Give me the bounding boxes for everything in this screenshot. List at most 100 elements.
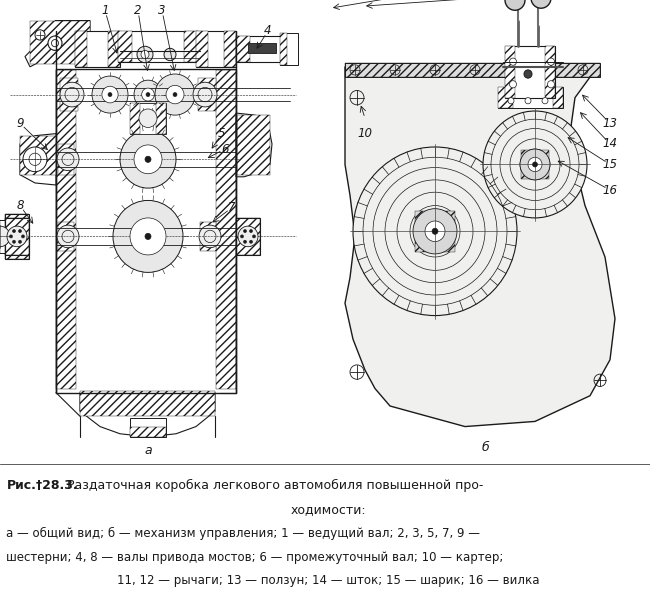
Bar [236,218,260,255]
Bar [184,31,198,62]
Bar [248,43,276,53]
Bar [216,70,236,388]
Polygon shape [20,133,56,185]
Bar [198,78,216,111]
Bar [498,87,563,108]
Circle shape [250,229,252,232]
Circle shape [18,229,21,232]
Bar [237,115,270,175]
Bar [130,426,166,437]
Bar [335,10,635,442]
Bar [58,144,74,175]
Bar [20,136,56,175]
Circle shape [142,88,154,101]
Bar [5,214,29,259]
Text: 1: 1 [101,4,109,17]
Circle shape [542,98,548,104]
Circle shape [145,156,151,162]
Circle shape [199,225,221,248]
Circle shape [353,147,517,315]
Bar [130,103,140,133]
Circle shape [531,0,551,8]
Circle shape [120,130,176,188]
Bar [280,33,287,65]
Circle shape [57,148,79,171]
Circle shape [547,58,554,65]
Circle shape [483,111,587,218]
Circle shape [51,40,58,47]
Circle shape [240,235,244,238]
Bar [118,31,198,62]
Text: 11: 11 [402,0,417,1]
Circle shape [23,147,47,171]
Bar [224,31,236,67]
Circle shape [134,80,162,109]
Circle shape [35,30,45,40]
Text: 11, 12 — рычаги; 13 — ползун; 14 — шток; 15 — шарик; 16 — вилка: 11, 12 — рычаги; 13 — ползун; 14 — шток;… [117,574,540,587]
Circle shape [524,70,532,78]
Circle shape [48,36,62,50]
Bar [236,36,291,62]
Text: 5: 5 [218,127,226,140]
Circle shape [528,157,542,171]
Circle shape [12,229,16,232]
Bar [130,103,166,133]
Circle shape [432,228,438,234]
Text: 7: 7 [228,201,236,214]
Bar [521,150,549,179]
Bar [80,391,215,416]
Bar [56,69,236,393]
Circle shape [520,149,550,180]
Bar [58,222,74,251]
Circle shape [155,74,195,115]
Circle shape [57,225,79,248]
Polygon shape [25,21,90,67]
Text: 3: 3 [158,4,166,17]
Circle shape [108,93,112,97]
Text: 6: 6 [221,142,229,155]
Bar [498,87,513,108]
Bar [30,21,90,63]
Text: а: а [144,444,152,457]
Circle shape [141,50,149,59]
Bar [60,78,78,111]
Text: Раздаточная коробка легкового автомобиля повышенной про-: Раздаточная коробка легкового автомобиля… [58,479,483,492]
Bar [280,33,298,65]
Bar [505,46,515,98]
Text: Рис.†28.3.: Рис.†28.3. [6,479,78,492]
Circle shape [532,162,538,167]
Circle shape [510,58,517,65]
Circle shape [193,82,217,107]
Circle shape [21,235,25,238]
Text: 12: 12 [517,0,532,1]
Circle shape [244,229,246,232]
Bar [5,218,29,255]
Bar [236,36,250,62]
Circle shape [425,221,445,241]
Text: 16: 16 [603,184,618,197]
Text: 15: 15 [603,158,618,171]
Circle shape [0,226,10,247]
Circle shape [244,240,246,243]
Circle shape [250,240,252,243]
Circle shape [166,85,184,104]
Polygon shape [345,67,615,426]
Circle shape [102,86,118,103]
Text: 10: 10 [358,127,372,140]
Text: ходимости:: ходимости: [291,503,366,516]
Circle shape [92,76,128,113]
Circle shape [18,240,21,243]
Text: 13: 13 [603,117,618,130]
Bar [5,15,295,442]
Bar [130,418,166,437]
Circle shape [134,145,162,174]
Bar [345,63,600,77]
Text: 2: 2 [135,4,142,17]
Bar [553,87,563,108]
Circle shape [10,235,12,238]
Circle shape [60,82,84,107]
Bar [75,31,87,67]
Bar [75,31,120,67]
Circle shape [7,226,27,247]
Bar [545,46,555,98]
